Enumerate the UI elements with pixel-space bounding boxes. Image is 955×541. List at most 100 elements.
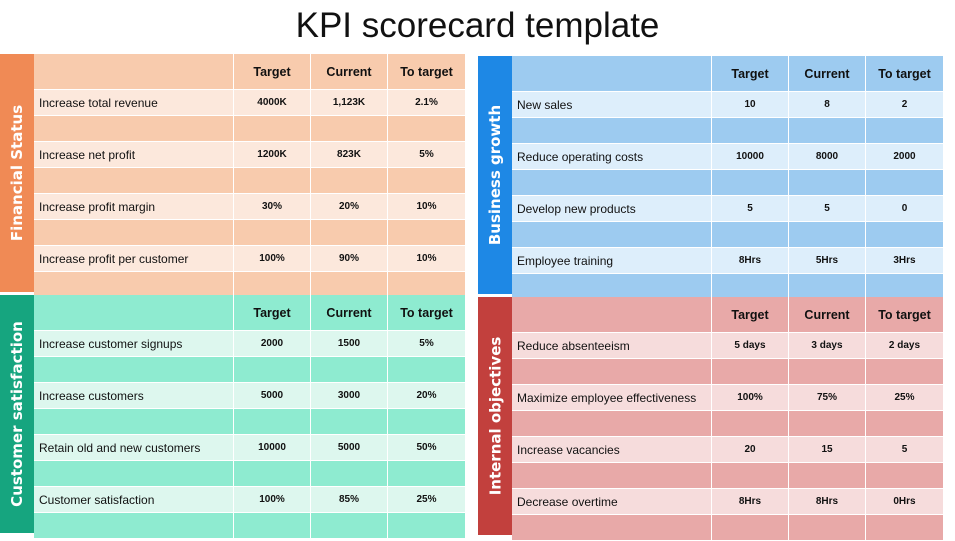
table-header-row: Target Current To target: [512, 297, 947, 333]
spacer-cell: [388, 357, 465, 383]
spacer-cell: [712, 118, 789, 144]
table-row: New sales 10 8 2: [512, 92, 947, 118]
column-header: To target: [388, 295, 465, 331]
target-value: 100%: [712, 385, 789, 411]
spacer-cell: [712, 359, 789, 385]
spacer-cell: [789, 170, 866, 196]
row-label: Increase profit per customer: [34, 246, 234, 272]
current-value: 3000: [311, 383, 388, 409]
spacer-cell: [712, 463, 789, 489]
spacer-cell: [866, 118, 943, 144]
financial-side-label: Financial Status: [8, 104, 27, 242]
spacer-cell: [34, 513, 234, 539]
spacer-row: [34, 220, 469, 246]
spacer-cell: [388, 461, 465, 487]
row-label: Reduce operating costs: [512, 144, 712, 170]
row-label: New sales: [512, 92, 712, 118]
page-title: KPI scorecard template: [295, 6, 660, 45]
column-header: Target: [234, 295, 311, 331]
spacer-cell: [311, 409, 388, 435]
spacer-row: [34, 357, 469, 383]
row-label: Increase net profit: [34, 142, 234, 168]
current-value: 5Hrs: [789, 248, 866, 274]
spacer-cell: [34, 116, 234, 142]
financial-panel: Financial Status Target Current To target In…: [0, 54, 469, 298]
spacer-row: [34, 116, 469, 142]
spacer-row: [512, 411, 947, 437]
target-value: 8Hrs: [712, 489, 789, 515]
spacer-cell: [311, 461, 388, 487]
table-header-row: Target Current To target: [34, 295, 469, 331]
spacer-row: [512, 118, 947, 144]
spacer-row: [512, 222, 947, 248]
spacer-row: [512, 359, 947, 385]
header-blank-cell: [512, 297, 712, 333]
financial-side-bar: Financial Status: [0, 54, 34, 292]
spacer-row: [512, 170, 947, 196]
table-row: Increase profit per customer 100% 90% 10%: [34, 246, 469, 272]
spacer-cell: [388, 513, 465, 539]
spacer-cell: [388, 220, 465, 246]
target-value: 5000: [234, 383, 311, 409]
spacer-cell: [311, 116, 388, 142]
to-target-value: 0: [866, 196, 943, 222]
spacer-cell: [311, 168, 388, 194]
row-label: Decrease overtime: [512, 489, 712, 515]
target-value: 30%: [234, 194, 311, 220]
row-label: Increase total revenue: [34, 90, 234, 116]
target-value: 2000: [234, 331, 311, 357]
business-panel: Business growth Target Current To target New…: [478, 56, 947, 300]
row-label: Reduce absenteeism: [512, 333, 712, 359]
row-label: Develop new products: [512, 196, 712, 222]
column-header: Target: [712, 56, 789, 92]
current-value: 15: [789, 437, 866, 463]
internal-side-bar: Internal objectives: [478, 297, 512, 535]
row-label: Maximize employee effectiveness: [512, 385, 712, 411]
table-header-row: Target Current To target: [34, 54, 469, 90]
spacer-cell: [34, 409, 234, 435]
table-row: Increase total revenue 4000K 1,123K 2.1%: [34, 90, 469, 116]
column-header: To target: [866, 297, 943, 333]
current-value: 20%: [311, 194, 388, 220]
spacer-cell: [712, 170, 789, 196]
spacer-row: [34, 461, 469, 487]
current-value: 1,123K: [311, 90, 388, 116]
spacer-cell: [388, 272, 465, 298]
spacer-cell: [311, 513, 388, 539]
target-value: 4000K: [234, 90, 311, 116]
spacer-cell: [234, 357, 311, 383]
table-header-row: Target Current To target: [512, 56, 947, 92]
spacer-cell: [234, 409, 311, 435]
business-table: Target Current To target New sales 10 8 2 Reduc…: [512, 56, 947, 300]
to-target-value: 5%: [388, 142, 465, 168]
spacer-cell: [712, 222, 789, 248]
spacer-cell: [866, 463, 943, 489]
table-row: Increase net profit 1200K 823K 5%: [34, 142, 469, 168]
target-value: 10000: [712, 144, 789, 170]
row-label: Increase vacancies: [512, 437, 712, 463]
row-label: Retain old and new customers: [34, 435, 234, 461]
spacer-cell: [712, 515, 789, 541]
column-header: Target: [712, 297, 789, 333]
spacer-cell: [712, 411, 789, 437]
to-target-value: 50%: [388, 435, 465, 461]
spacer-cell: [512, 463, 712, 489]
spacer-cell: [512, 411, 712, 437]
internal-table: Target Current To target Reduce absenteeism…: [512, 297, 947, 541]
to-target-value: 25%: [866, 385, 943, 411]
spacer-row: [512, 515, 947, 541]
financial-table: Target Current To target Increase total rev…: [34, 54, 469, 298]
header-blank-cell: [34, 295, 234, 331]
spacer-cell: [789, 359, 866, 385]
current-value: 5000: [311, 435, 388, 461]
spacer-cell: [866, 515, 943, 541]
spacer-cell: [712, 274, 789, 300]
header-blank-cell: [512, 56, 712, 92]
target-value: 5 days: [712, 333, 789, 359]
spacer-cell: [866, 359, 943, 385]
table-row: Reduce operating costs 10000 8000 2000: [512, 144, 947, 170]
spacer-cell: [388, 168, 465, 194]
target-value: 10000: [234, 435, 311, 461]
table-row: Maximize employee effectiveness 100% 75% 25…: [512, 385, 947, 411]
spacer-cell: [34, 461, 234, 487]
